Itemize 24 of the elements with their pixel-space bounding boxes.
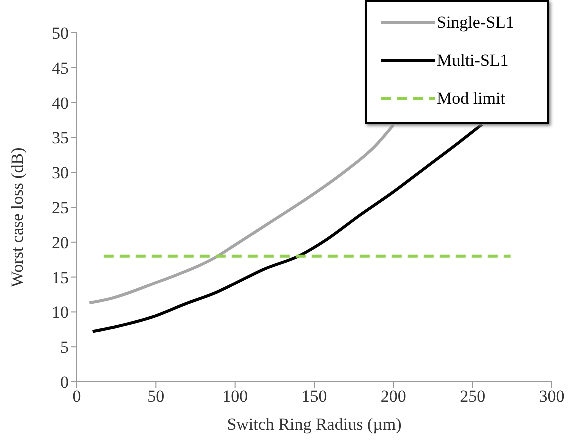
y-tick-label: 0 [60,373,69,392]
x-tick-label: 250 [460,387,486,406]
y-tick-label: 25 [52,198,69,218]
legend-label: Single-SL1 [437,13,514,33]
y-tick-label: 50 [52,24,69,44]
x-tick-label: 0 [72,387,82,406]
y-axis-title: Worst case loss (dB) [8,148,28,288]
x-tick-label: 150 [302,387,328,406]
y-tick-label: 40 [52,94,69,113]
y-tick-label: 45 [52,58,69,78]
y-tick-label: 35 [52,128,69,148]
y-tick-label: 5 [60,338,69,358]
legend-label: Multi-SL1 [437,51,509,71]
y-tick-label: 15 [52,268,69,288]
x-tick-label: 50 [148,387,165,406]
legend-label: Mod limit [437,89,506,109]
line-series [88,124,396,305]
x-tick-label: 300 [539,387,565,406]
y-tick-label: 10 [52,303,69,322]
y-tick-label: 30 [52,164,69,183]
y-tick-label: 20 [52,233,69,252]
x-axis-title: Switch Ring Radius (µm) [227,415,402,434]
x-tick-label: 200 [380,387,406,406]
x-tick-label: 100 [222,387,248,406]
